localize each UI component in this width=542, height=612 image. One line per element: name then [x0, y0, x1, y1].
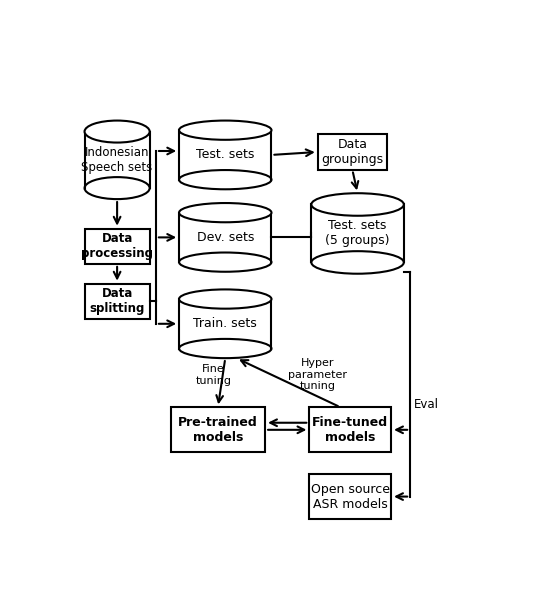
Ellipse shape — [179, 170, 272, 189]
Bar — [318, 134, 387, 170]
Text: Data
groupings: Data groupings — [321, 138, 383, 166]
Ellipse shape — [85, 121, 150, 143]
Bar — [85, 228, 150, 264]
Bar — [85, 132, 150, 188]
Bar — [179, 299, 272, 348]
Ellipse shape — [179, 339, 272, 358]
Text: Fine
tuning: Fine tuning — [196, 364, 232, 386]
Text: Train. sets: Train. sets — [193, 317, 257, 330]
Text: Open source
ASR models: Open source ASR models — [311, 483, 390, 510]
Bar — [171, 407, 265, 452]
Ellipse shape — [311, 251, 404, 274]
Text: Data
processing: Data processing — [81, 232, 153, 260]
Text: Eval: Eval — [414, 398, 438, 411]
Text: Test. sets: Test. sets — [196, 149, 254, 162]
Ellipse shape — [179, 121, 272, 140]
Text: Indonesian
Speech sets: Indonesian Speech sets — [81, 146, 153, 174]
Ellipse shape — [85, 177, 150, 199]
Text: Dev. sets: Dev. sets — [197, 231, 254, 244]
Bar — [309, 407, 391, 452]
Bar — [309, 474, 391, 519]
Text: Hyper
parameter
tuning: Hyper parameter tuning — [288, 358, 347, 392]
Ellipse shape — [179, 203, 272, 222]
Ellipse shape — [311, 193, 404, 216]
Text: Data
splitting: Data splitting — [89, 287, 145, 315]
Bar — [179, 130, 272, 180]
Ellipse shape — [179, 253, 272, 272]
Text: Test. sets
(5 groups): Test. sets (5 groups) — [325, 220, 390, 247]
Text: Pre-trained
models: Pre-trained models — [178, 416, 258, 444]
Ellipse shape — [179, 289, 272, 308]
Text: Fine-tuned
models: Fine-tuned models — [312, 416, 388, 444]
Bar — [179, 212, 272, 262]
Bar — [85, 283, 150, 319]
Bar — [311, 204, 404, 263]
